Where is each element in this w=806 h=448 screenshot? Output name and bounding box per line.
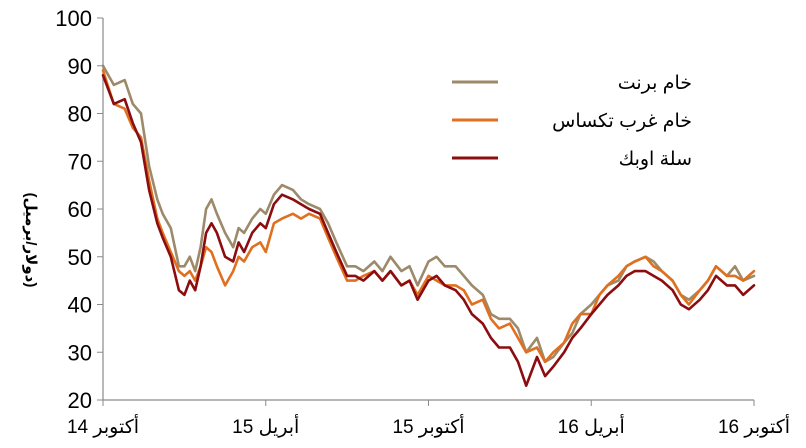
x-tick-label: أكتوبر 15 [392,414,464,438]
y-tick-label: 100 [55,6,92,31]
series-line-3 [101,74,756,387]
y-axis: 20 30 40 50 60 70 80 90 100 [55,6,104,413]
legend-label-2: خام غرب تكساس [552,111,692,132]
y-tick-label: 20 [68,388,92,413]
y-tick-label: 60 [68,197,92,222]
x-tick-label: أبريل 16 [558,414,625,438]
legend-label-3: سلة اوبك [619,149,692,170]
x-tick-label: أكتوبر 14 [67,414,139,438]
series-lines [101,64,756,387]
y-tick-label: 40 [68,293,92,318]
y-tick-label: 30 [68,340,92,365]
y-tick-label: 50 [68,245,92,270]
y-tick-label: 70 [68,149,92,174]
x-tick-label: أكتوبر 16 [718,414,790,438]
y-tick-label: 90 [68,54,92,79]
legend: خام برنت خام غرب تكساس سلة اوبك [452,73,692,170]
y-tick-label: 80 [68,102,92,127]
x-tick-label: أبريل 15 [232,414,299,438]
legend-label-1: خام برنت [618,73,692,94]
y-axis-label: (دولار/برميل) [22,193,39,288]
x-axis: أكتوبر 14 أبريل 15 أكتوبر 15 أبريل 16 أكتوبر… [67,399,790,438]
